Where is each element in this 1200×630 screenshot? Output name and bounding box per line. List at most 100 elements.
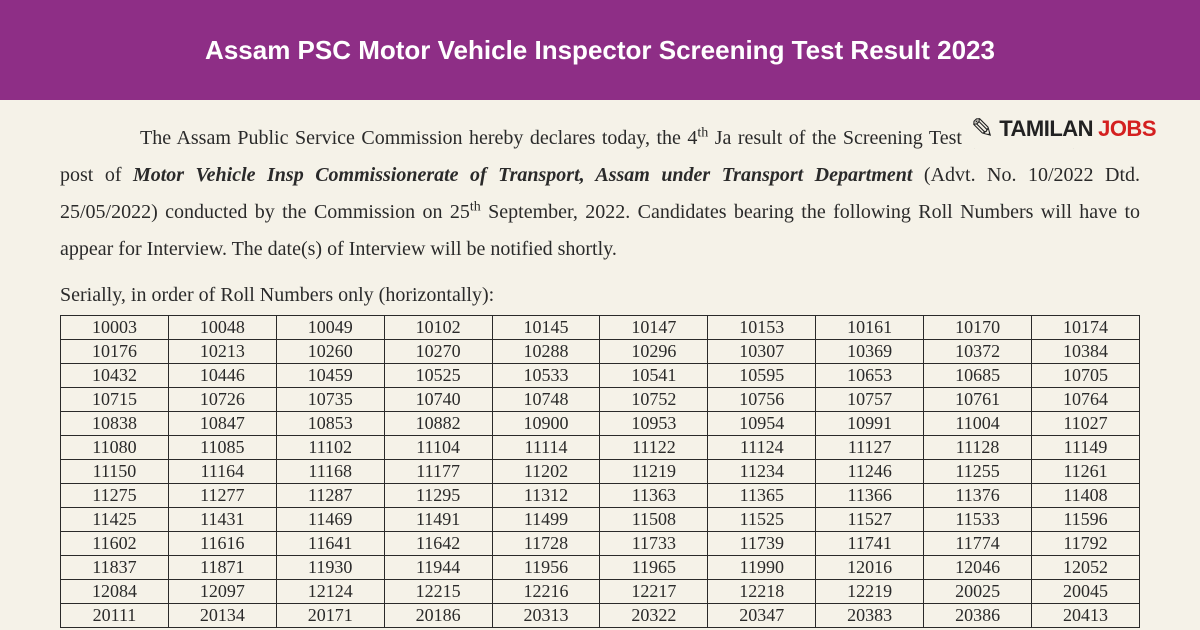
roll-number-cell: 10954 bbox=[708, 412, 816, 436]
roll-number-cell: 11990 bbox=[708, 556, 816, 580]
roll-number-cell: 10726 bbox=[168, 388, 276, 412]
roll-number-cell: 11739 bbox=[708, 532, 816, 556]
roll-number-cell: 20413 bbox=[1032, 604, 1140, 628]
roll-number-cell: 10432 bbox=[61, 364, 169, 388]
roll-number-cell: 12217 bbox=[600, 580, 708, 604]
roll-number-cell: 11168 bbox=[276, 460, 384, 484]
serial-label: Serially, in order of Roll Numbers only … bbox=[60, 284, 1140, 307]
roll-number-cell: 12046 bbox=[924, 556, 1032, 580]
roll-number-cell: 10761 bbox=[924, 388, 1032, 412]
roll-number-cell: 10260 bbox=[276, 340, 384, 364]
roll-number-cell: 11246 bbox=[816, 460, 924, 484]
para-t4: (Advt. No. 10/2022 Dtd. bbox=[912, 164, 1140, 186]
roll-number-cell: 20386 bbox=[924, 604, 1032, 628]
para-t1: The Assam Public Service Commission here… bbox=[140, 127, 697, 149]
roll-number-cell: 20322 bbox=[600, 604, 708, 628]
table-row: 1115011164111681117711202112191123411246… bbox=[61, 460, 1140, 484]
table-row: 1183711871119301194411956119651199012016… bbox=[61, 556, 1140, 580]
roll-number-cell: 11219 bbox=[600, 460, 708, 484]
roll-number-cell: 12016 bbox=[816, 556, 924, 580]
roll-number-cell: 11431 bbox=[168, 508, 276, 532]
roll-number-cell: 11408 bbox=[1032, 484, 1140, 508]
roll-number-cell: 11027 bbox=[1032, 412, 1140, 436]
roll-number-cell: 10213 bbox=[168, 340, 276, 364]
roll-number-cell: 11376 bbox=[924, 484, 1032, 508]
para-sup1: th bbox=[697, 125, 708, 140]
roll-number-cell: 10735 bbox=[276, 388, 384, 412]
roll-number-cell: 11491 bbox=[384, 508, 492, 532]
roll-number-cell: 11149 bbox=[1032, 436, 1140, 460]
roll-number-cell: 11741 bbox=[816, 532, 924, 556]
roll-number-cell: 20186 bbox=[384, 604, 492, 628]
roll-number-cell: 11150 bbox=[61, 460, 169, 484]
table-row: 1142511431114691149111499115081152511527… bbox=[61, 508, 1140, 532]
logo-text-2: JOBS bbox=[1098, 116, 1156, 142]
roll-number-cell: 20025 bbox=[924, 580, 1032, 604]
roll-number-cell: 12218 bbox=[708, 580, 816, 604]
roll-number-cell: 11930 bbox=[276, 556, 384, 580]
roll-number-cell: 10764 bbox=[1032, 388, 1140, 412]
roll-number-cell: 11312 bbox=[492, 484, 600, 508]
roll-number-cell: 10715 bbox=[61, 388, 169, 412]
roll-number-cell: 10147 bbox=[600, 316, 708, 340]
para-bi2: Commissionerate of Transport, Assam unde… bbox=[315, 164, 912, 186]
roll-number-cell: 11122 bbox=[600, 436, 708, 460]
roll-number-cell: 12219 bbox=[816, 580, 924, 604]
roll-number-cell: 10174 bbox=[1032, 316, 1140, 340]
para-sup2: th bbox=[470, 199, 481, 214]
para-t5: 25/05/2022) conducted by the Commission … bbox=[60, 201, 470, 223]
table-row: 1000310048100491010210145101471015310161… bbox=[61, 316, 1140, 340]
roll-number-cell: 11956 bbox=[492, 556, 600, 580]
roll-number-cell: 11102 bbox=[276, 436, 384, 460]
para-bi1: Motor Vehicle Insp bbox=[133, 164, 304, 186]
roll-number-cell: 10685 bbox=[924, 364, 1032, 388]
roll-number-cell: 10847 bbox=[168, 412, 276, 436]
roll-number-cell: 11365 bbox=[708, 484, 816, 508]
roll-number-cell: 11124 bbox=[708, 436, 816, 460]
roll-number-cell: 11177 bbox=[384, 460, 492, 484]
roll-number-cell: 20171 bbox=[276, 604, 384, 628]
roll-number-cell: 11085 bbox=[168, 436, 276, 460]
roll-number-cell: 12216 bbox=[492, 580, 600, 604]
roll-number-cell: 11255 bbox=[924, 460, 1032, 484]
roll-number-cell: 10740 bbox=[384, 388, 492, 412]
logo-text-1: TAMILAN bbox=[999, 116, 1093, 142]
table-row: 1017610213102601027010288102961030710369… bbox=[61, 340, 1140, 364]
roll-number-cell: 10048 bbox=[168, 316, 276, 340]
roll-number-cell: 11499 bbox=[492, 508, 600, 532]
roll-number-cell: 10525 bbox=[384, 364, 492, 388]
roll-number-cell: 10270 bbox=[384, 340, 492, 364]
roll-number-cell: 10384 bbox=[1032, 340, 1140, 364]
roll-number-cell: 11261 bbox=[1032, 460, 1140, 484]
table-row: 1160211616116411164211728117331173911741… bbox=[61, 532, 1140, 556]
roll-number-cell: 10446 bbox=[168, 364, 276, 388]
roll-number-cell: 20347 bbox=[708, 604, 816, 628]
roll-number-cell: 12124 bbox=[276, 580, 384, 604]
banner-title: Assam PSC Motor Vehicle Inspector Screen… bbox=[205, 35, 995, 66]
roll-number-cell: 20045 bbox=[1032, 580, 1140, 604]
roll-number-cell: 11792 bbox=[1032, 532, 1140, 556]
roll-number-cell: 10748 bbox=[492, 388, 600, 412]
roll-number-cell: 10756 bbox=[708, 388, 816, 412]
roll-number-cell: 10752 bbox=[600, 388, 708, 412]
roll-number-cell: 10102 bbox=[384, 316, 492, 340]
roll-number-cell: 11871 bbox=[168, 556, 276, 580]
roll-number-cell: 11363 bbox=[600, 484, 708, 508]
roll-number-cell: 11508 bbox=[600, 508, 708, 532]
roll-number-cell: 10853 bbox=[276, 412, 384, 436]
roll-number-cell: 10757 bbox=[816, 388, 924, 412]
roll-number-cell: 10049 bbox=[276, 316, 384, 340]
roll-number-cell: 11728 bbox=[492, 532, 600, 556]
roll-number-cell: 11004 bbox=[924, 412, 1032, 436]
roll-number-cell: 10003 bbox=[61, 316, 169, 340]
roll-number-cell: 11366 bbox=[816, 484, 924, 508]
roll-number-cell: 10953 bbox=[600, 412, 708, 436]
table-row: 1071510726107351074010748107521075610757… bbox=[61, 388, 1140, 412]
roll-number-cell: 11525 bbox=[708, 508, 816, 532]
roll-number-cell: 10153 bbox=[708, 316, 816, 340]
roll-number-cell: 11469 bbox=[276, 508, 384, 532]
roll-number-cell: 11275 bbox=[61, 484, 169, 508]
table-row: 1083810847108531088210900109531095410991… bbox=[61, 412, 1140, 436]
roll-number-cell: 10595 bbox=[708, 364, 816, 388]
table-row: 1208412097121241221512216122171221812219… bbox=[61, 580, 1140, 604]
